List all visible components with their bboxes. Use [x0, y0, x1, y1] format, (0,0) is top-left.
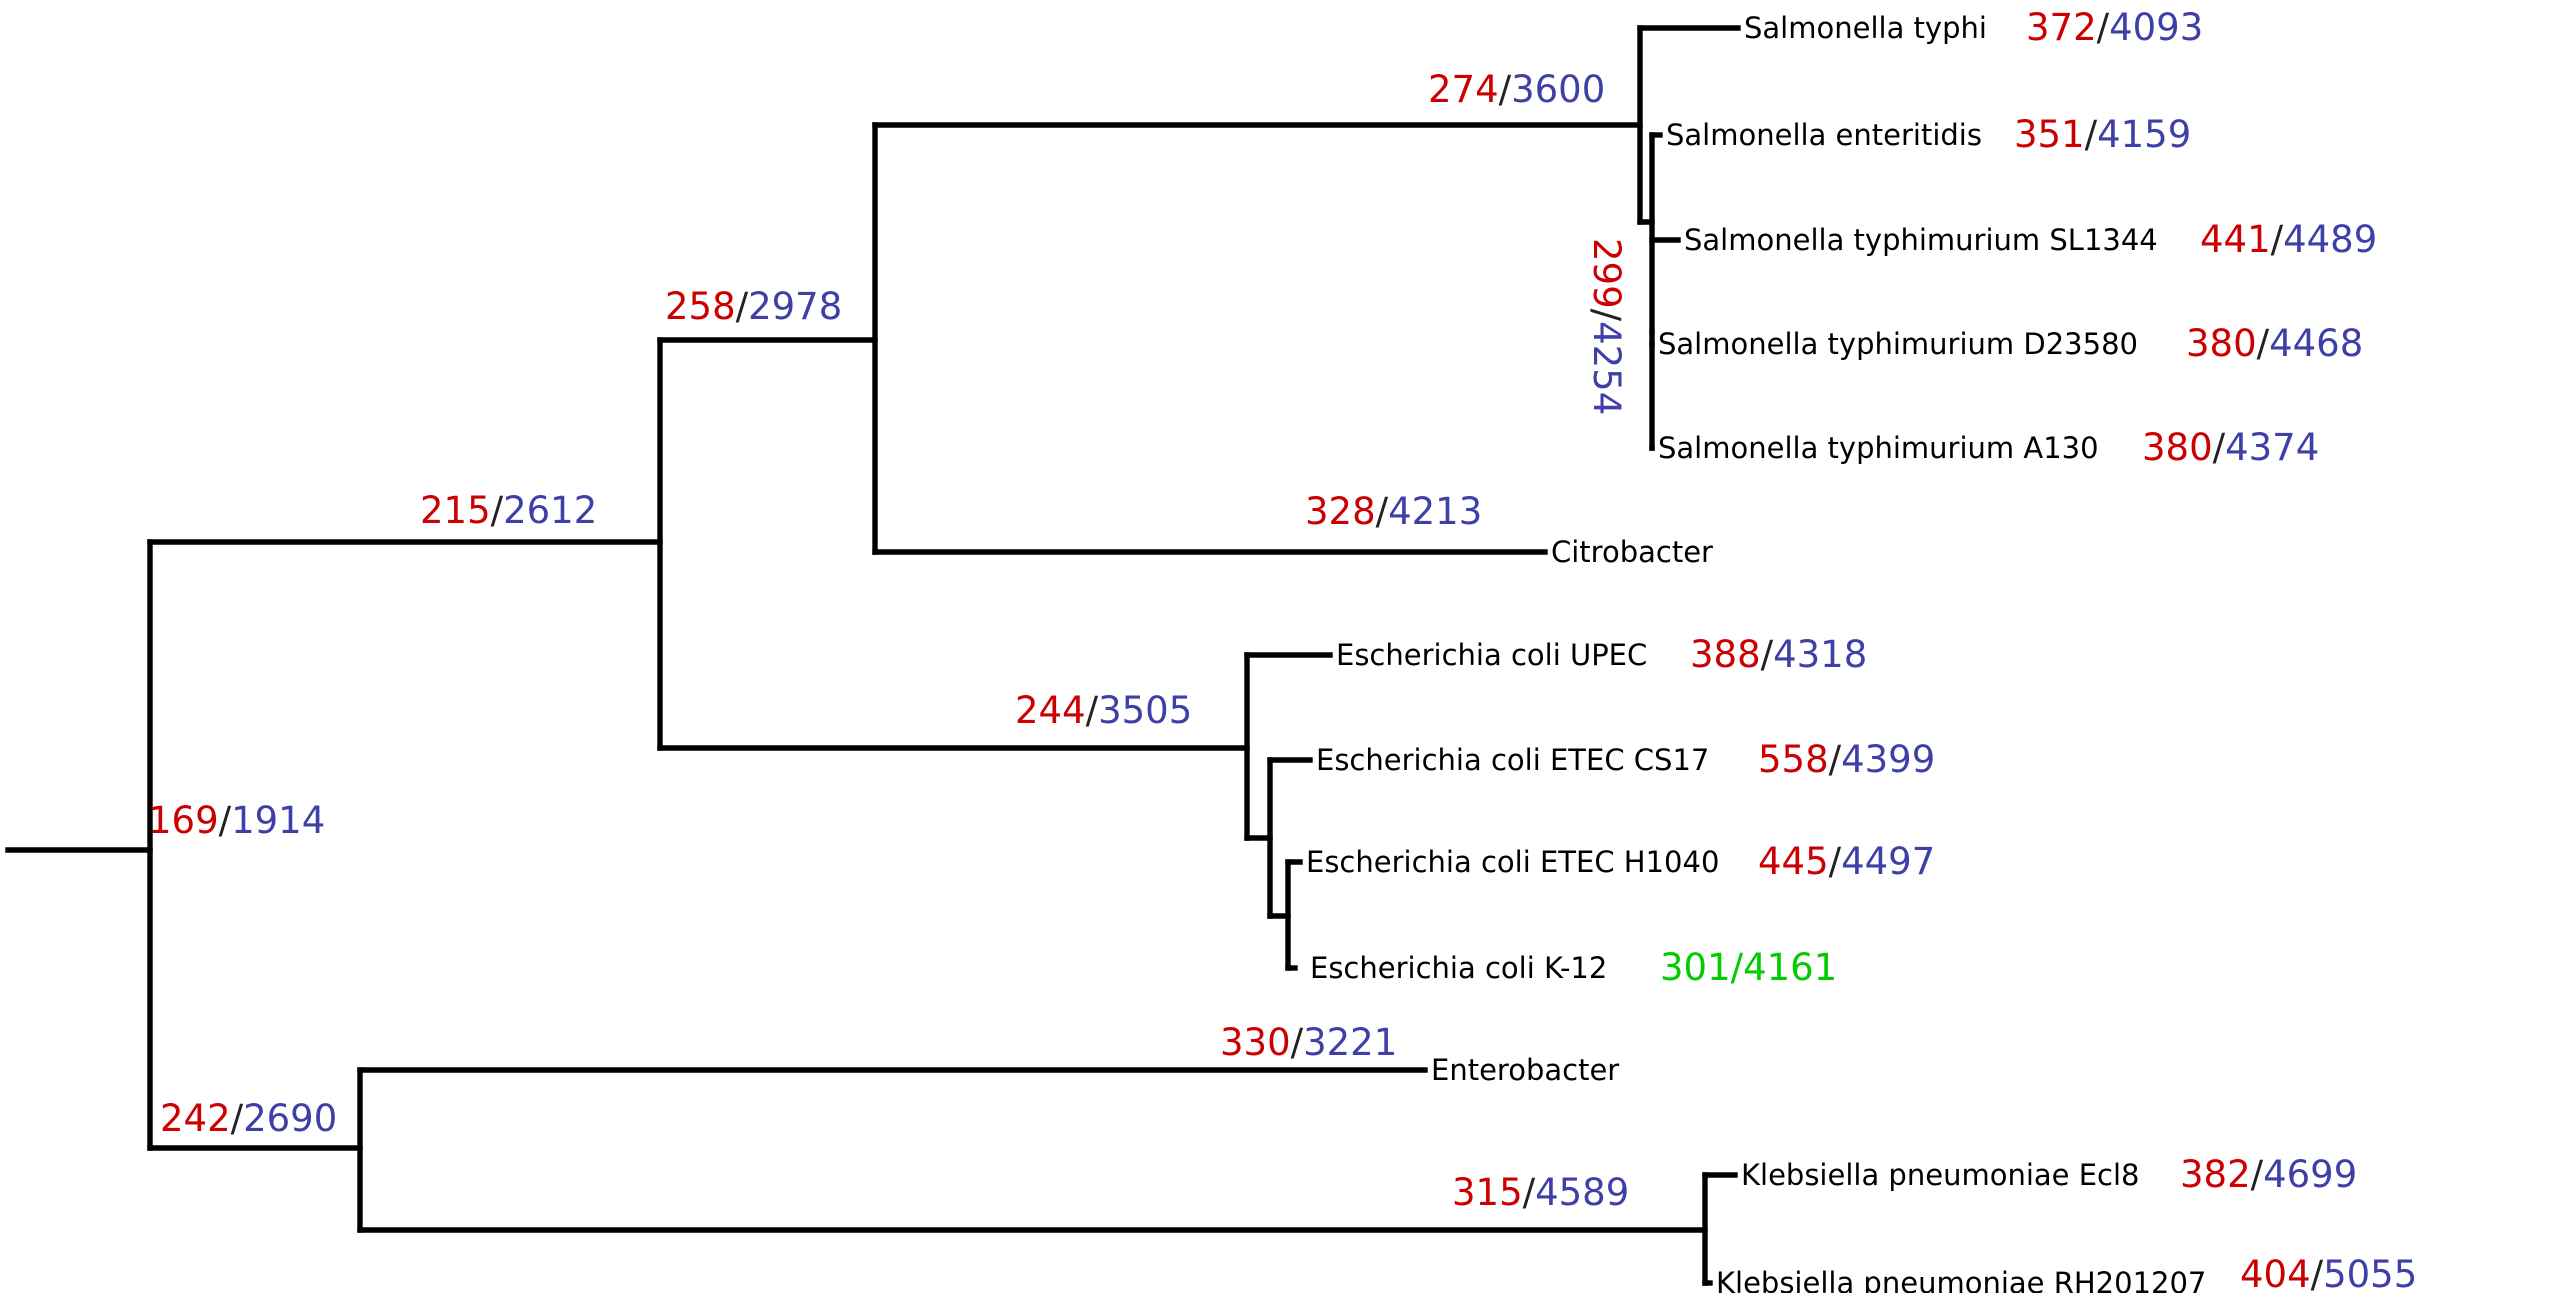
unique-count-red: 441: [2200, 218, 2271, 261]
leaf-label-ecoli_cs17: Escherichia coli ETEC CS17: [1316, 743, 1709, 777]
leaf-counts-ecoli_h1040: 445/4497: [1758, 840, 1935, 883]
count-separator: /: [1376, 490, 1389, 533]
total-count-blue: 4497: [1841, 840, 1935, 883]
node-counts-klebsiella_clade: 315/4589: [1452, 1171, 1629, 1214]
leaf-label-ecoli_k12: Escherichia coli K-12: [1310, 951, 1607, 985]
total-count-blue: 3221: [1303, 1021, 1397, 1064]
unique-count-red: 380: [2142, 426, 2213, 469]
node-counts-kleb_ent_clade: 242/2690: [160, 1097, 337, 1140]
total-count-blue: 2978: [748, 285, 842, 328]
count-separator: /: [2257, 322, 2270, 365]
total-count-blue: 4468: [2269, 322, 2363, 365]
count-separator: /: [1829, 840, 1842, 883]
count-separator: /: [736, 285, 749, 328]
highlighted-counts: 301/4161: [1660, 946, 1837, 989]
total-count-blue: 4254: [1585, 321, 1628, 415]
unique-count-red: 372: [2026, 6, 2097, 49]
node-counts-salmonella_clade: 274/3600: [1428, 68, 1605, 111]
node-counts-enterobacter_branch: 330/3221: [1220, 1021, 1397, 1064]
tree-branches: [5, 25, 1741, 1286]
leaf-counts-sal_sl1344: 441/4489: [2200, 218, 2377, 261]
unique-count-red: 351: [2014, 113, 2085, 156]
unique-count-red: 330: [1220, 1021, 1291, 1064]
count-separator: /: [2213, 426, 2226, 469]
leaf-label-kleb_ecl8: Klebsiella pneumoniae Ecl8: [1741, 1158, 2139, 1192]
node-counts-typhimurium_clade: 299/4254: [1585, 238, 1628, 415]
leaf-label-sal_a130: Salmonella typhimurium A130: [1658, 431, 2099, 465]
leaf-label-kleb_rh: Klebsiella pneumoniae RH201207: [1716, 1266, 2206, 1293]
total-count-blue: 4589: [1535, 1171, 1629, 1214]
unique-count-red: 244: [1015, 689, 1086, 732]
leaf-counts-sal_enteritidis: 351/4159: [2014, 113, 2191, 156]
leaf-counts-sal_typhi: 372/4093: [2026, 6, 2203, 49]
count-separator: /: [1585, 309, 1628, 322]
leaf-label-citrobacter: Citrobacter: [1551, 535, 1713, 569]
leaf-counts-ecoli_upec: 388/4318: [1690, 633, 1867, 676]
node-counts-sal_cit_clade: 258/2978: [665, 285, 842, 328]
node-counts-upper_clade: 215/2612: [420, 489, 597, 532]
unique-count-red: 404: [2240, 1253, 2311, 1293]
total-count-blue: 2690: [243, 1097, 337, 1140]
leaf-label-sal_d23580: Salmonella typhimurium D23580: [1658, 327, 2138, 361]
total-count-blue: 4093: [2109, 6, 2203, 49]
unique-count-red: 328: [1305, 490, 1376, 533]
node-counts-root: 169/1914: [148, 799, 325, 842]
count-separator: /: [1761, 633, 1774, 676]
unique-count-red: 558: [1758, 738, 1829, 781]
total-count-blue: 4159: [2097, 113, 2191, 156]
leaf-counts-ecoli_k12: 301/4161: [1660, 946, 1837, 989]
total-count-blue: 2612: [503, 489, 597, 532]
leaf-label-enterobacter: Enterobacter: [1431, 1053, 1619, 1087]
total-count-blue: 4399: [1841, 738, 1935, 781]
unique-count-red: 299: [1585, 238, 1628, 309]
count-separator: /: [1291, 1021, 1304, 1064]
node-counts-ecoli_clade: 244/3505: [1015, 689, 1192, 732]
count-separator: /: [2097, 6, 2110, 49]
count-separator: /: [1523, 1171, 1536, 1214]
leaf-label-ecoli_h1040: Escherichia coli ETEC H1040: [1306, 845, 1719, 879]
count-separator: /: [2271, 218, 2284, 261]
total-count-blue: 4318: [1773, 633, 1867, 676]
unique-count-red: 169: [148, 799, 219, 842]
total-count-blue: 1914: [231, 799, 325, 842]
total-count-blue: 5055: [2323, 1253, 2417, 1293]
count-separator: /: [231, 1097, 244, 1140]
leaf-counts-sal_d23580: 380/4468: [2186, 322, 2363, 365]
total-count-blue: 3600: [1511, 68, 1605, 111]
unique-count-red: 215: [420, 489, 491, 532]
unique-count-red: 445: [1758, 840, 1829, 883]
unique-count-red: 258: [665, 285, 736, 328]
count-separator: /: [491, 489, 504, 532]
count-separator: /: [219, 799, 232, 842]
unique-count-red: 242: [160, 1097, 231, 1140]
leaf-counts-kleb_rh: 404/5055: [2240, 1253, 2417, 1293]
count-separator: /: [2251, 1153, 2264, 1196]
unique-count-red: 315: [1452, 1171, 1523, 1214]
count-separator: /: [1829, 738, 1842, 781]
total-count-blue: 3505: [1098, 689, 1192, 732]
leaf-counts-kleb_ecl8: 382/4699: [2180, 1153, 2357, 1196]
count-separator: /: [1499, 68, 1512, 111]
total-count-blue: 4213: [1388, 490, 1482, 533]
node-counts-citrobacter_branch: 328/4213: [1305, 490, 1482, 533]
count-separator: /: [2311, 1253, 2324, 1293]
count-separator: /: [2085, 113, 2098, 156]
unique-count-red: 382: [2180, 1153, 2251, 1196]
leaf-label-sal_typhi: Salmonella typhi: [1744, 11, 1987, 45]
leaf-label-ecoli_upec: Escherichia coli UPEC: [1336, 638, 1647, 672]
count-separator: /: [1086, 689, 1099, 732]
leaf-label-sal_enteritidis: Salmonella enteritidis: [1666, 118, 1982, 152]
unique-count-red: 274: [1428, 68, 1499, 111]
total-count-blue: 4374: [2225, 426, 2319, 469]
leaf-counts-sal_a130: 380/4374: [2142, 426, 2319, 469]
leaf-counts-ecoli_cs17: 558/4399: [1758, 738, 1935, 781]
leaf-label-sal_sl1344: Salmonella typhimurium SL1344: [1684, 223, 2158, 257]
unique-count-red: 380: [2186, 322, 2257, 365]
unique-count-red: 388: [1690, 633, 1761, 676]
total-count-blue: 4699: [2263, 1153, 2357, 1196]
total-count-blue: 4489: [2283, 218, 2377, 261]
